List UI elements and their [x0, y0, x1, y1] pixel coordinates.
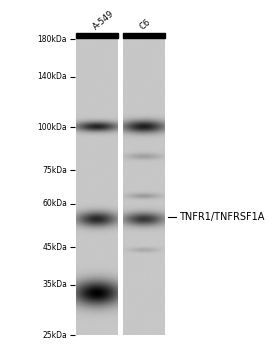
- Bar: [123, 34, 165, 38]
- Text: 25kDa: 25kDa: [42, 331, 67, 340]
- Text: 45kDa: 45kDa: [42, 243, 67, 252]
- Bar: [76, 34, 118, 38]
- Text: 140kDa: 140kDa: [38, 72, 67, 81]
- Text: 35kDa: 35kDa: [42, 280, 67, 289]
- Text: 60kDa: 60kDa: [42, 199, 67, 209]
- Text: A-549: A-549: [91, 9, 116, 32]
- Text: 75kDa: 75kDa: [42, 166, 67, 175]
- Text: 100kDa: 100kDa: [38, 123, 67, 132]
- Text: 180kDa: 180kDa: [38, 35, 67, 43]
- Text: TNFR1/TNFRSF1A: TNFR1/TNFRSF1A: [179, 212, 264, 222]
- Text: C6: C6: [138, 18, 153, 32]
